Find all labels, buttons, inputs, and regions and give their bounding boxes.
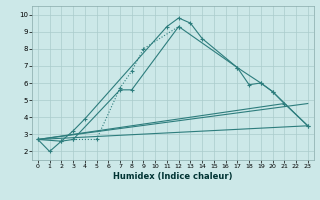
X-axis label: Humidex (Indice chaleur): Humidex (Indice chaleur) — [113, 172, 233, 181]
